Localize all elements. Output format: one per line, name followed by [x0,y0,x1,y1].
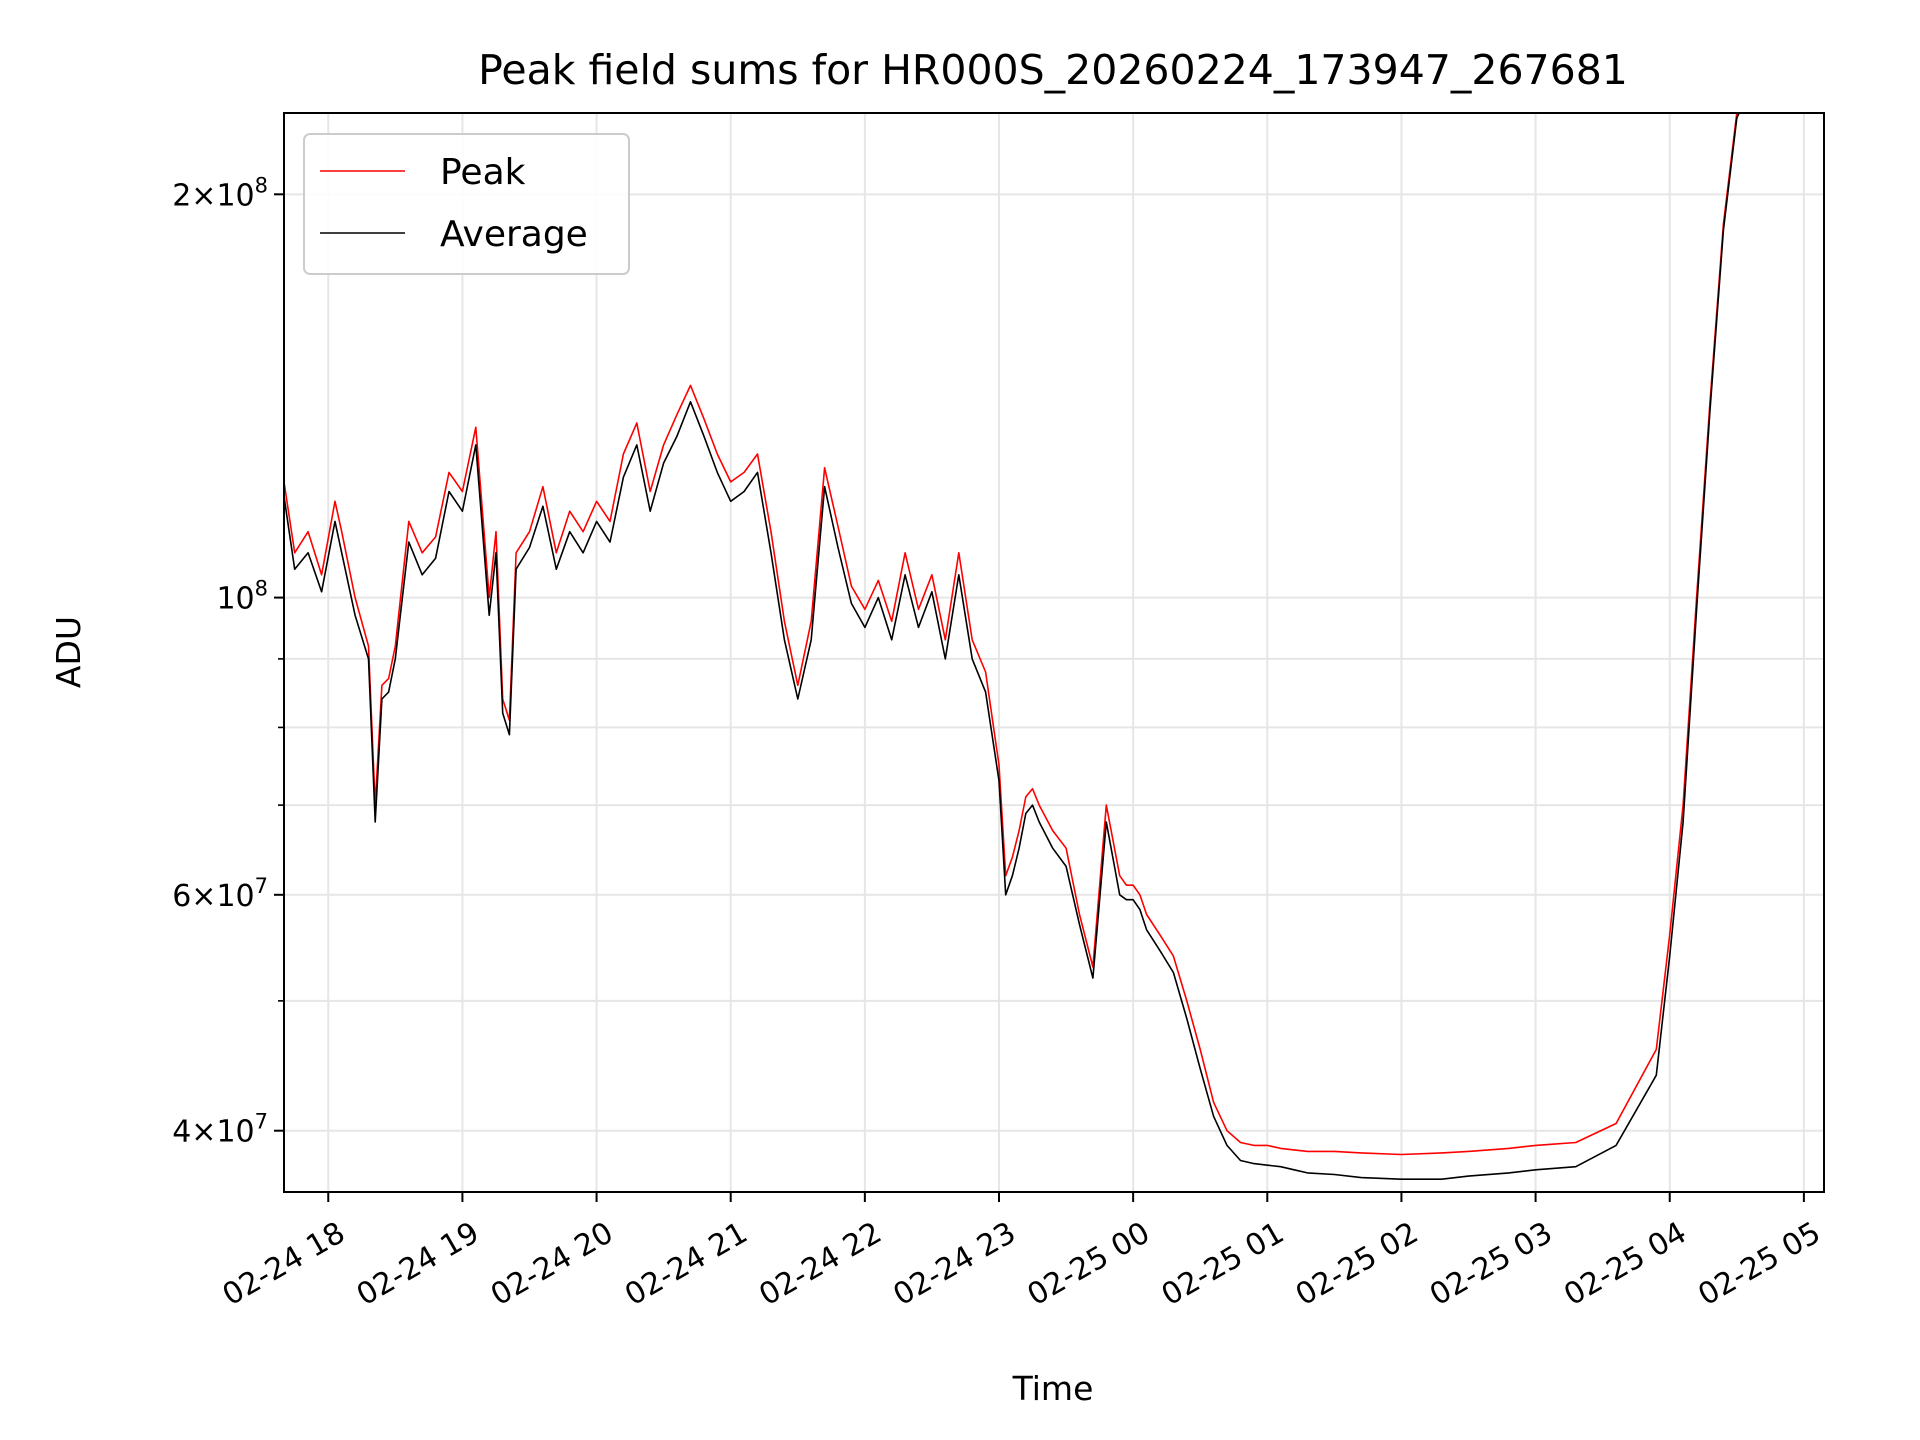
series-line-average [284,113,1740,1180]
y-tick-label: 4×107 [172,1110,268,1150]
legend: Peak Average [303,133,630,275]
legend-label-average: Average [440,214,588,255]
y-axis: 108 2×108 6×107 4×107 [172,173,284,1150]
x-axis-label: Time [1012,1369,1094,1408]
y-tick-label: 2×108 [172,173,268,213]
series-line-peak [284,113,1738,1156]
y-axis-label: ADU [49,616,88,688]
chart-title: Peak field sums for HR000S_20260224_1739… [478,46,1628,94]
series-group [284,113,1740,1180]
legend-label-peak: Peak [440,152,526,193]
plot-frame [283,112,1825,1193]
grid [284,113,1824,1192]
y-tick-label: 6×107 [172,874,268,914]
legend-box [303,133,630,275]
y-tick-label: 108 [216,577,268,617]
